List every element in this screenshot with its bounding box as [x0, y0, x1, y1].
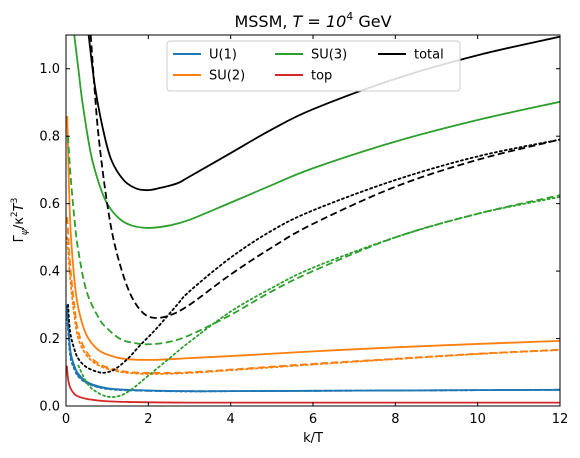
x-tick-label: 6: [309, 412, 317, 427]
series-line-top-solid: [66, 365, 560, 404]
series-line-su2-solid: [66, 115, 560, 361]
plot-area: [66, 35, 560, 404]
legend: U(1) SU(2) SU(3) top total: [166, 40, 461, 92]
series-line-total-dashed: [89, 35, 560, 319]
y-tick-label: 1.0: [39, 62, 60, 77]
series-line-u1-solid: [66, 304, 560, 393]
x-tick-label: 8: [391, 412, 399, 427]
y-tick-label: 0.4: [39, 265, 60, 280]
x-tick-label: 0: [62, 412, 70, 427]
y-tick-label: 0.2: [39, 332, 60, 347]
x-tick-label: 4: [227, 412, 235, 427]
axis-ticks: 0 2 4 6 8 10 12 0.0 0.2 0.4 0.6 0.8 1.0: [39, 35, 568, 427]
y-tick-label: 0.8: [39, 130, 60, 145]
x-tick-label: 12: [552, 412, 569, 427]
x-axis-label: k/T: [303, 431, 323, 446]
series-line-su2-dashed: [66, 217, 560, 374]
legend-label-su2: SU(2): [209, 69, 245, 84]
chart-title: MSSM, T = 104 GeV: [234, 10, 391, 31]
series-line-u1-dotted: [66, 317, 560, 393]
legend-label-top: top: [311, 69, 332, 84]
y-tick-label: 0.6: [39, 197, 60, 212]
legend-label-u1: U(1): [209, 48, 237, 63]
x-tick-label: 2: [144, 412, 152, 427]
y-tick-label: 0.0: [39, 400, 60, 415]
series-line-su3-solid: [73, 35, 560, 229]
series-line-total-dotted: [67, 138, 560, 374]
legend-label-total: total: [414, 48, 444, 63]
series-line-su2-dotted: [66, 236, 560, 375]
x-tick-label: 10: [469, 412, 486, 427]
legend-label-su3: SU(3): [311, 48, 347, 63]
y-axis-label: Γψ/κ2T3: [10, 198, 30, 243]
series-line-su3-dotted: [77, 195, 560, 398]
series-line-su3-dashed: [67, 136, 560, 346]
